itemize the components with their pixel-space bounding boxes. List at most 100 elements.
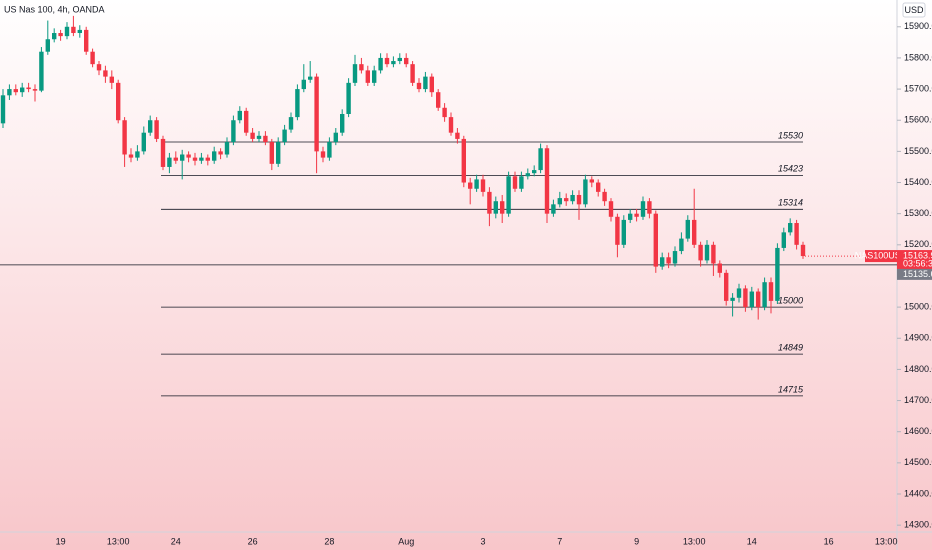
x-tick-label: 24	[171, 536, 181, 546]
candle-body	[666, 257, 671, 264]
candle-body	[333, 132, 338, 143]
candle-body	[698, 244, 703, 261]
candle-body	[218, 151, 223, 155]
candle-body	[39, 51, 44, 91]
y-tick-label: 14500.0	[904, 457, 932, 467]
candle-body	[148, 120, 153, 133]
candle-body	[32, 89, 38, 91]
candle-body	[788, 223, 793, 233]
y-tick-label: 14400.0	[904, 488, 932, 498]
candle-body	[564, 198, 569, 202]
candle-body	[519, 176, 524, 189]
candle-body	[672, 251, 678, 264]
x-tick-label: 3	[480, 536, 485, 546]
y-tick-label: 15800.0	[904, 52, 932, 62]
candle-body	[295, 89, 300, 118]
y-tick-label: 14300.0	[904, 520, 932, 530]
candle-body	[800, 244, 806, 257]
candle-body	[557, 198, 562, 205]
y-tick-label: 14600.0	[904, 426, 932, 436]
candle-body	[724, 272, 729, 301]
candle-body	[340, 114, 345, 133]
candle-body	[269, 142, 274, 164]
candle-body	[576, 194, 582, 205]
candle-body	[173, 157, 178, 161]
candle-body	[71, 26, 76, 34]
last-price-label: 15163.9	[903, 250, 932, 260]
candle-body	[96, 64, 102, 71]
x-tick-label: 7	[557, 536, 562, 546]
reference-label: 15135.6	[903, 269, 932, 279]
x-tick-label: 26	[248, 536, 258, 546]
candle-body	[423, 76, 428, 90]
level-label: 15314	[778, 198, 803, 208]
candle-body	[276, 142, 281, 164]
currency: USD	[904, 5, 924, 15]
candle-body	[410, 64, 415, 83]
candle-body	[583, 179, 588, 205]
candle-body	[538, 148, 543, 171]
candle-body	[717, 263, 722, 273]
chart-title: US Nas 100, 4h, OANDA	[4, 4, 105, 14]
candle-body	[589, 179, 594, 183]
candle-body	[282, 129, 287, 143]
level-label: 14849	[778, 343, 803, 353]
candle-body	[570, 194, 575, 202]
candle-body	[653, 213, 658, 267]
candle-body	[608, 201, 614, 217]
candle-body	[372, 70, 377, 83]
x-tick-label: 13:00	[875, 536, 898, 546]
candle-body	[404, 57, 409, 65]
candle-body	[352, 64, 358, 83]
candle-body	[116, 82, 121, 121]
candle-body	[756, 291, 761, 308]
candle-body	[384, 57, 390, 65]
x-tick-label: 9	[634, 536, 639, 546]
level-label: 15530	[778, 130, 803, 140]
candle-body	[308, 76, 313, 80]
countdown-label: 03:56:30	[903, 258, 932, 268]
candle-body	[359, 64, 364, 71]
candle-body	[237, 110, 242, 121]
candle-body	[448, 117, 454, 133]
candle-body	[487, 191, 492, 214]
candle-body	[685, 219, 690, 239]
candle-body	[154, 120, 159, 139]
candle-body	[647, 201, 652, 214]
candle-body	[20, 87, 25, 93]
candle-body	[7, 89, 12, 96]
candle-body	[256, 135, 262, 139]
candle-body	[634, 213, 639, 217]
currency-box[interactable]	[902, 2, 926, 18]
candle-body	[122, 120, 127, 155]
x-tick-label: 13:00	[683, 536, 706, 546]
candle-body	[436, 92, 441, 108]
candle-body	[186, 154, 191, 158]
candle-body	[13, 89, 18, 93]
candle-body	[474, 179, 479, 189]
candle-body	[58, 33, 63, 37]
candle-body	[160, 138, 166, 167]
candle-body	[212, 151, 217, 161]
candle-body	[231, 120, 236, 143]
y-tick-label: 15700.0	[904, 83, 932, 93]
candle-body	[314, 76, 319, 152]
symbol-box	[865, 250, 897, 263]
candle-body	[327, 142, 332, 158]
candle-body	[416, 82, 422, 90]
x-tick-label: Aug	[398, 536, 414, 546]
candle-body	[551, 204, 556, 214]
candle-body	[775, 247, 780, 301]
y-tick-label: 15900.0	[904, 21, 932, 31]
candle-body	[64, 26, 70, 37]
candle-body	[397, 57, 402, 62]
candle-body	[794, 223, 799, 245]
candle-body	[45, 39, 50, 52]
candle-body	[660, 257, 665, 267]
last-price-box	[897, 250, 932, 271]
candle-body	[532, 170, 537, 174]
y-tick-label: 14800.0	[904, 364, 932, 374]
y-tick-label: 14900.0	[904, 333, 932, 343]
